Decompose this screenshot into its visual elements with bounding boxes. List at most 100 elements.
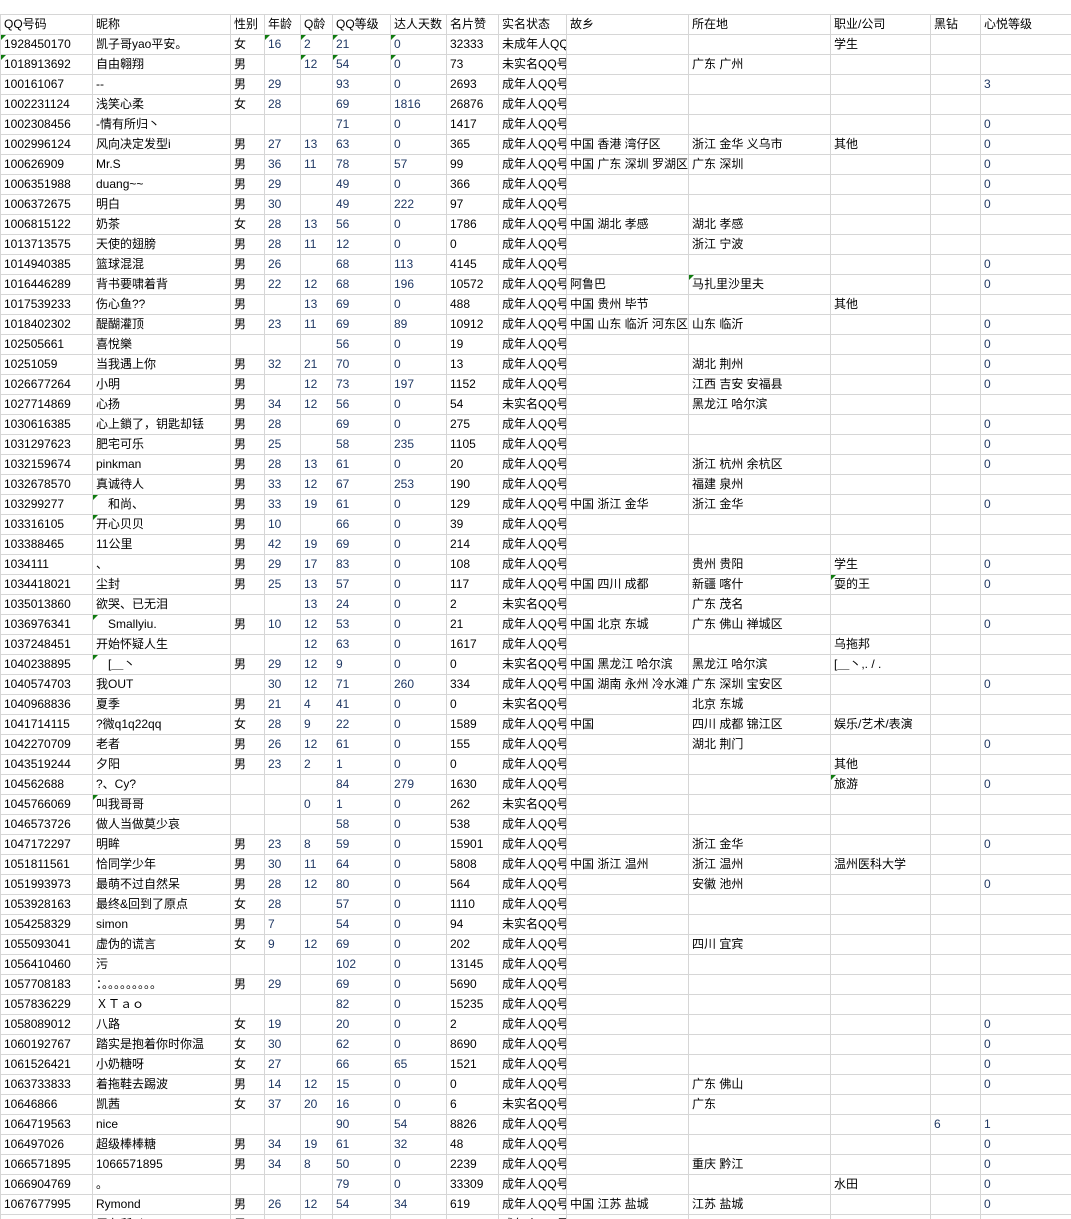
table-row[interactable]: 1016446289 背书要啸着背男 22 12 68 196 10572 成年人QQ号 阿鲁巴…: [0, 274, 1071, 295]
cell-sex[interactable]: [230, 814, 265, 835]
cell-dia[interactable]: [930, 674, 981, 695]
cell-qlevel[interactable]: 63: [332, 634, 391, 655]
cell-job[interactable]: [830, 314, 931, 335]
cell-praise[interactable]: 155: [446, 734, 499, 755]
cell-age[interactable]: [264, 1214, 301, 1219]
cell-nick[interactable]: Rymond: [92, 1194, 231, 1215]
cell-praise[interactable]: 275: [446, 414, 499, 435]
cell-job[interactable]: [830, 894, 931, 915]
cell-nick[interactable]: ?微q1q22qq: [92, 714, 231, 735]
cell-real[interactable]: 成年人QQ号: [498, 674, 567, 695]
cell-dia[interactable]: [930, 1014, 981, 1035]
cell-sex[interactable]: [230, 1114, 265, 1135]
cell-sex[interactable]: 男: [230, 194, 265, 215]
cell-job[interactable]: [830, 674, 931, 695]
cell-qlevel[interactable]: 71: [332, 114, 391, 135]
cell-qlevel[interactable]: 58: [332, 814, 391, 835]
cell-nick[interactable]: --: [92, 74, 231, 95]
cell-qlevel[interactable]: 63: [332, 134, 391, 155]
cell-days[interactable]: 0: [390, 814, 447, 835]
cell-nick[interactable]: 凯子哥yao平安。: [92, 34, 231, 55]
cell-age[interactable]: [264, 1114, 301, 1135]
table-row[interactable]: 1013713575 天使的翅膀男 28 11 12 0 0 成年人QQ号 浙江 宁波: [0, 234, 1071, 255]
cell-sex[interactable]: [230, 954, 265, 975]
cell-praise[interactable]: 8826: [446, 1114, 499, 1135]
cell-days[interactable]: 0: [390, 454, 447, 475]
cell-real[interactable]: 成年人QQ号: [498, 894, 567, 915]
cell-qq[interactable]: 103316105: [0, 514, 93, 535]
cell-job[interactable]: [830, 94, 931, 115]
cell-qq[interactable]: 1043519244: [0, 754, 93, 775]
cell-qq[interactable]: 1002996124: [0, 134, 93, 155]
cell-praise[interactable]: 0: [446, 654, 499, 675]
cell-sex[interactable]: 男: [230, 494, 265, 515]
cell-nick[interactable]: 超级棒棒糖: [92, 1134, 231, 1155]
cell-qlevel[interactable]: 84: [332, 774, 391, 795]
cell-xy[interactable]: 0: [980, 674, 1071, 695]
cell-sex[interactable]: 男: [230, 74, 265, 95]
cell-qlevel[interactable]: 16: [332, 1094, 391, 1115]
cell-job[interactable]: [830, 114, 931, 135]
cell-sex[interactable]: 男: [230, 974, 265, 995]
cell-qq[interactable]: 1006815122: [0, 214, 93, 235]
cell-loc[interactable]: [688, 1034, 831, 1055]
cell-dia[interactable]: [930, 694, 981, 715]
cell-days[interactable]: 0: [390, 594, 447, 615]
cell-qq[interactable]: 1046573726: [0, 814, 93, 835]
cell-days[interactable]: 222: [390, 194, 447, 215]
cell-dia[interactable]: [930, 554, 981, 575]
cell-nick[interactable]: ＸＴａｏ: [92, 994, 231, 1015]
cell-job[interactable]: 水田: [830, 1174, 931, 1195]
cell-real[interactable]: 成年人QQ号: [498, 414, 567, 435]
cell-age[interactable]: 23: [264, 754, 301, 775]
cell-dia[interactable]: [930, 534, 981, 555]
cell-real[interactable]: 成年人QQ号: [498, 1174, 567, 1195]
cell-real[interactable]: 成年人QQ号: [498, 514, 567, 535]
cell-qq[interactable]: 1063733833: [0, 1074, 93, 1095]
cell-loc[interactable]: 福建 泉州: [688, 474, 831, 495]
cell-sex[interactable]: 男: [230, 154, 265, 175]
cell-qage[interactable]: 11: [300, 154, 333, 175]
cell-age[interactable]: 30: [264, 674, 301, 695]
cell-dia[interactable]: [930, 994, 981, 1015]
cell-qq[interactable]: 1066571895: [0, 1154, 93, 1175]
cell-praise[interactable]: 190: [446, 474, 499, 495]
cell-praise[interactable]: 97: [446, 194, 499, 215]
cell-qlevel[interactable]: 57: [332, 574, 391, 595]
cell-age[interactable]: 28: [264, 414, 301, 435]
cell-praise[interactable]: 10572: [446, 274, 499, 295]
cell-qlevel[interactable]: 54: [332, 914, 391, 935]
cell-qq[interactable]: 1055093041: [0, 934, 93, 955]
cell-qage[interactable]: 11: [300, 234, 333, 255]
cell-dia[interactable]: [930, 354, 981, 375]
cell-dia[interactable]: [930, 134, 981, 155]
cell-loc[interactable]: [688, 914, 831, 935]
cell-days[interactable]: 0: [390, 514, 447, 535]
cell-loc[interactable]: [688, 754, 831, 775]
cell-qage[interactable]: 12: [300, 1194, 333, 1215]
cell-job[interactable]: 旅游: [830, 774, 931, 795]
cell-praise[interactable]: 20: [446, 454, 499, 475]
cell-praise[interactable]: 26876: [446, 94, 499, 115]
cell-days[interactable]: 235: [390, 434, 447, 455]
cell-qlevel[interactable]: 53: [332, 614, 391, 635]
cell-praise[interactable]: 619: [446, 1194, 499, 1215]
cell-qlevel[interactable]: 24: [332, 594, 391, 615]
table-row[interactable]: 1041714115 ?微q1q22qq 女 28 9 22 0 1589 成年人QQ号 中国 四川…: [0, 714, 1071, 735]
cell-qage[interactable]: 9: [300, 714, 333, 735]
cell-loc[interactable]: 重庆 黔江: [688, 1154, 831, 1175]
cell-age[interactable]: 28: [264, 94, 301, 115]
cell-praise[interactable]: 538: [446, 814, 499, 835]
cell-sex[interactable]: 男: [230, 614, 265, 635]
cell-job[interactable]: [830, 1154, 931, 1175]
cell-qq[interactable]: 1016446289: [0, 274, 93, 295]
table-row[interactable]: 1018913692 自由翱翔男 12 54 0 73 未实名QQ号 广东 广州: [0, 54, 1071, 75]
cell-home[interactable]: [566, 594, 689, 615]
cell-praise[interactable]: 8690: [446, 1034, 499, 1055]
cell-real[interactable]: 成年人QQ号: [498, 554, 567, 575]
table-row[interactable]: 1066904769。 79 0 33309 成年人QQ号 水田 0: [0, 1174, 1071, 1195]
cell-real[interactable]: 成年人QQ号: [498, 234, 567, 255]
cell-qage[interactable]: 11: [300, 854, 333, 875]
cell-real[interactable]: 成年人QQ号: [498, 334, 567, 355]
cell-real[interactable]: 成年人QQ号: [498, 434, 567, 455]
